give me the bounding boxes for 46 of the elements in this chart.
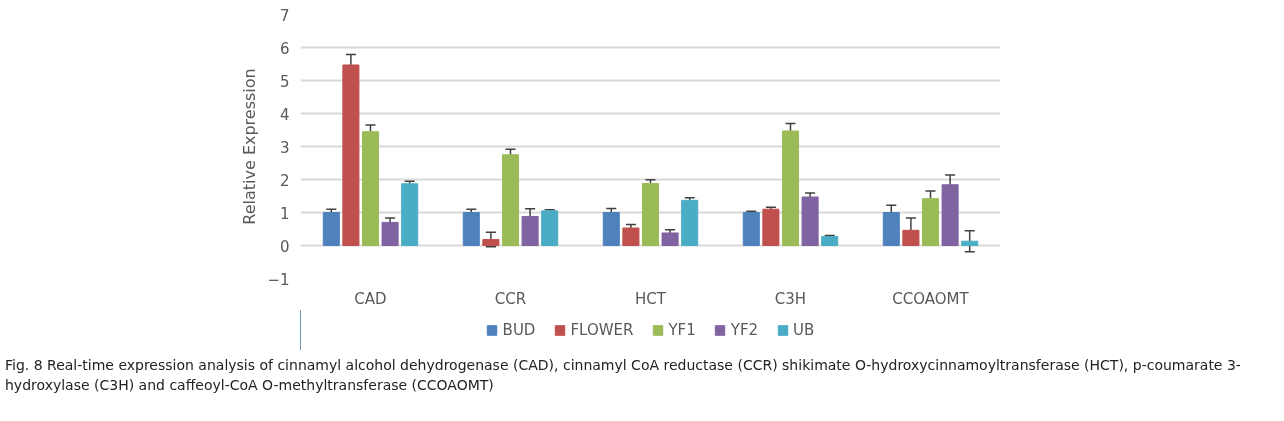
y-tick-label: 1 (279, 204, 290, 223)
bar (742, 212, 760, 246)
bar (921, 198, 940, 246)
legend-label: YF1 (668, 321, 696, 339)
bar (902, 229, 920, 246)
bar (801, 196, 819, 246)
y-axis-title: Relative Expression (240, 68, 260, 225)
legend-label: UB (793, 321, 815, 339)
x-tick-label: CCOAOMT (892, 289, 970, 308)
bar (681, 199, 699, 246)
bar (401, 183, 419, 246)
legend-label: YF2 (730, 321, 759, 339)
bar (762, 208, 780, 246)
y-tick-label: 6 (279, 39, 290, 58)
bar (781, 130, 800, 246)
x-tick-label: C3H (774, 289, 807, 308)
y-tick-label: 7 (279, 6, 290, 25)
bar (501, 154, 520, 246)
x-tick-label: CCR (494, 289, 527, 308)
bar (821, 236, 839, 246)
bar (342, 64, 360, 246)
bar (661, 232, 679, 246)
legend-label: FLOWER (570, 321, 634, 339)
bar (641, 182, 660, 246)
bar (462, 212, 480, 246)
bar (961, 240, 979, 246)
y-tick-label: 4 (279, 105, 290, 124)
caption: Fig. 8 Real-time expression analysis of cinnamyl alcohol dehydrogenase (CAD), cinnamyl CoA reductase (CCR) shikimate O-hydroxycinnamoyltransferase (HCT), p-coumarate 3-hydroxylase (C3H) and caffeoyl-CoA O-methyltransferase (CCOAOMT) (5, 356, 1242, 395)
bar (602, 212, 620, 246)
y-tick-label: 2 (279, 171, 290, 190)
y-tick-label: −1 (267, 270, 290, 289)
y-tick-label: 3 (279, 138, 290, 157)
bar (521, 215, 539, 246)
bar (322, 212, 340, 246)
bar (622, 227, 640, 246)
x-tick-label: HCT (635, 289, 667, 308)
x-tick-label: CAD (354, 289, 387, 308)
y-tick-label: 5 (279, 72, 290, 91)
bar (882, 212, 900, 246)
y-tick-label: 0 (279, 237, 290, 256)
bar (482, 239, 500, 246)
bar (941, 184, 959, 246)
bar (381, 221, 399, 246)
bar (361, 131, 380, 246)
bar (541, 210, 559, 246)
legend-label: BUD (502, 321, 536, 339)
